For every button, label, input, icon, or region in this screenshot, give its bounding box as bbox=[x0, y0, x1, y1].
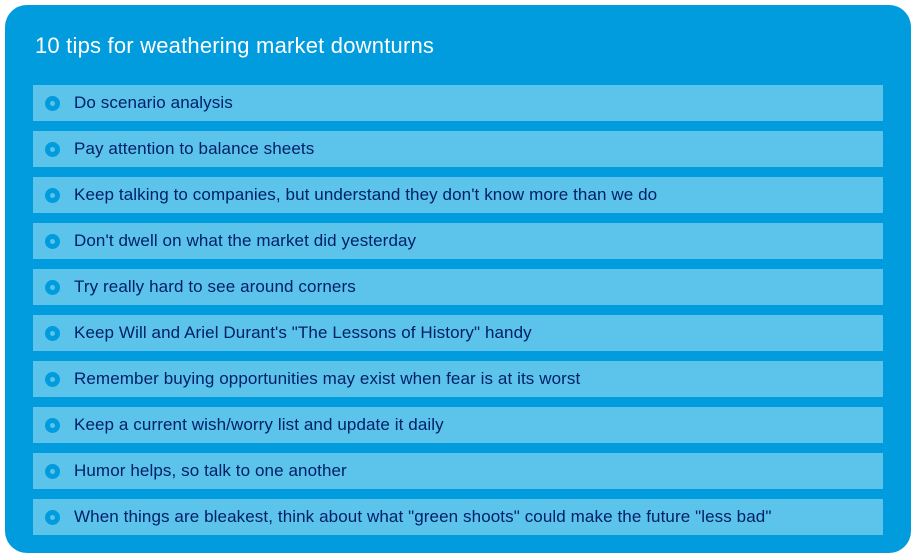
bullet-inner-icon bbox=[50, 331, 55, 336]
bullet-icon bbox=[45, 234, 60, 249]
bullet-inner-icon bbox=[50, 147, 55, 152]
bullet-icon bbox=[45, 142, 60, 157]
tip-row: Pay attention to balance sheets bbox=[33, 131, 883, 167]
tip-row: Keep talking to companies, but understan… bbox=[33, 177, 883, 213]
tip-text: Keep a current wish/worry list and updat… bbox=[74, 415, 444, 435]
tip-row: Keep a current wish/worry list and updat… bbox=[33, 407, 883, 443]
tip-row: Keep Will and Ariel Durant's "The Lesson… bbox=[33, 315, 883, 351]
bullet-icon bbox=[45, 188, 60, 203]
bullet-icon bbox=[45, 280, 60, 295]
bullet-inner-icon bbox=[50, 469, 55, 474]
tip-text: Don't dwell on what the market did yeste… bbox=[74, 231, 416, 251]
bullet-inner-icon bbox=[50, 515, 55, 520]
tip-row: Humor helps, so talk to one another bbox=[33, 453, 883, 489]
bullet-icon bbox=[45, 418, 60, 433]
tip-text: Do scenario analysis bbox=[74, 93, 233, 113]
card-title: 10 tips for weathering market downturns bbox=[35, 33, 883, 59]
tip-text: Keep talking to companies, but understan… bbox=[74, 185, 657, 205]
tip-row: Don't dwell on what the market did yeste… bbox=[33, 223, 883, 259]
tip-row: Do scenario analysis bbox=[33, 85, 883, 121]
tips-list: Do scenario analysis Pay attention to bal… bbox=[33, 85, 883, 535]
tip-text: Keep Will and Ariel Durant's "The Lesson… bbox=[74, 323, 532, 343]
tip-text: Pay attention to balance sheets bbox=[74, 139, 314, 159]
bullet-icon bbox=[45, 326, 60, 341]
tips-card: 10 tips for weathering market downturns … bbox=[5, 5, 911, 553]
bullet-icon bbox=[45, 510, 60, 525]
bullet-inner-icon bbox=[50, 423, 55, 428]
bullet-icon bbox=[45, 372, 60, 387]
tip-text: When things are bleakest, think about wh… bbox=[74, 507, 771, 527]
tip-row: Remember buying opportunities may exist … bbox=[33, 361, 883, 397]
bullet-icon bbox=[45, 464, 60, 479]
bullet-inner-icon bbox=[50, 377, 55, 382]
tip-row: Try really hard to see around corners bbox=[33, 269, 883, 305]
bullet-inner-icon bbox=[50, 101, 55, 106]
tip-row: When things are bleakest, think about wh… bbox=[33, 499, 883, 535]
tip-text: Remember buying opportunities may exist … bbox=[74, 369, 580, 389]
bullet-inner-icon bbox=[50, 285, 55, 290]
tip-text: Humor helps, so talk to one another bbox=[74, 461, 347, 481]
bullet-inner-icon bbox=[50, 239, 55, 244]
bullet-inner-icon bbox=[50, 193, 55, 198]
bullet-icon bbox=[45, 96, 60, 111]
tip-text: Try really hard to see around corners bbox=[74, 277, 356, 297]
